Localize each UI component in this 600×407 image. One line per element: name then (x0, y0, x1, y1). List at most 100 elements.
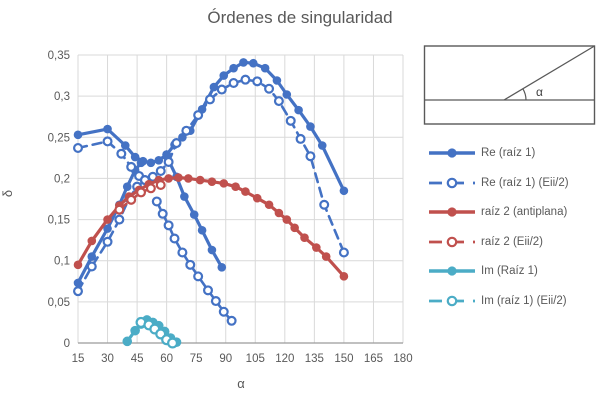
legend-item-raiz2-antiplana: raíz 2 (antiplana) (428, 201, 569, 223)
y-tick-label: 0 (64, 338, 70, 350)
legend-swatch-im-raiz1 (429, 266, 475, 276)
series-marker-re-raiz1-eii2 (86, 261, 97, 272)
series-marker-raiz2-eii2 (126, 194, 137, 205)
x-tick-label: 180 (393, 353, 412, 365)
series-marker-im-raiz1 (130, 325, 140, 336)
series-marker-re-raiz1-eii2 (163, 220, 174, 231)
series-marker-re-raiz1-eii2 (226, 315, 237, 326)
series-marker-raiz2-antiplana (87, 236, 97, 246)
legend: Re (raíz 1) Re (raíz 1) (Eii/2) raíz 2 (an… (428, 142, 569, 312)
series-marker-re-raiz1 (272, 76, 282, 85)
series-marker-raiz2-antiplana (312, 243, 321, 252)
x-tick-label: 165 (364, 353, 383, 365)
series-marker-re-raiz1-eii2 (210, 296, 221, 307)
series-marker-re-raiz1-eii2 (264, 83, 275, 94)
y-tick-label: 0,3 (54, 91, 70, 103)
series-line-raiz2-antiplana (76, 176, 346, 278)
series-marker-re-raiz1-eii2 (203, 285, 214, 296)
legend-label-im-raiz1: Im (Raíz 1) (481, 265, 538, 277)
series-marker-re-raiz1-eii2 (155, 166, 166, 177)
legend-swatch-raiz2-antiplana (429, 207, 475, 217)
series-marker-raiz2-eii2 (136, 187, 147, 198)
legend-item-re-raiz1: Re (raíz 1) (428, 142, 569, 164)
series-marker-re-raiz1-eii2 (169, 233, 180, 244)
chart-title: Órdenes de singularidad (207, 8, 393, 27)
series-marker-re-raiz1-eii2 (204, 94, 215, 105)
series-marker-re-raiz1-eii2 (102, 136, 113, 147)
series-marker-re-raiz1 (229, 63, 238, 73)
series-marker-re-raiz1-eii2 (177, 247, 188, 258)
x-tick-label: 75 (190, 353, 203, 365)
series-marker-im-raiz1-eii2 (167, 337, 179, 349)
series-marker-raiz2-eii2 (114, 204, 125, 215)
legend-swatch-im-raiz1-eii2 (429, 295, 475, 306)
angle-inset-diagram: α (423, 45, 596, 125)
series-marker-re-raiz1 (260, 63, 270, 73)
series-marker-re-raiz1 (219, 71, 229, 80)
inset-angle-arc (522, 88, 527, 101)
x-tick-label: 105 (246, 353, 265, 365)
series-marker-re-raiz1-eii2 (295, 133, 306, 144)
legend-item-im-raiz1-eii2: Im (raíz 1) (Eii/2) (428, 290, 569, 312)
legend-item-raiz2-eii2: raíz 2 (Eii/2) (428, 231, 569, 253)
series-marker-re-raiz1-eii2 (185, 259, 196, 270)
x-tick-label: 45 (131, 353, 144, 365)
y-tick-label: 0,05 (48, 297, 70, 309)
x-tick-label: 30 (101, 353, 114, 365)
series-marker-re-raiz1-eii2 (273, 96, 284, 107)
series-marker-re-raiz1-eii2 (285, 115, 296, 126)
series-marker-re-raiz1-eii2 (126, 161, 137, 172)
series-marker-raiz2-antiplana (274, 208, 284, 218)
series-marker-raiz2-antiplana (103, 215, 112, 224)
series-marker-re-raiz1 (239, 58, 248, 67)
series-marker-re-raiz1 (180, 192, 189, 201)
series-marker-raiz2-antiplana (264, 200, 274, 210)
x-tick-label: 150 (334, 353, 353, 365)
series-marker-re-raiz1-eii2 (114, 214, 125, 225)
series-marker-re-raiz1 (120, 141, 130, 150)
x-tick-label: 135 (305, 353, 324, 365)
inset-angle-label: α (536, 85, 543, 99)
legend-label-re-raiz1-eii2: Re (raíz 1) (Eii/2) (481, 176, 569, 189)
series-marker-raiz2-antiplana (207, 177, 217, 187)
series-marker-raiz2-antiplana (219, 179, 229, 188)
series-marker-raiz2-antiplana (252, 193, 262, 203)
series-marker-re-raiz1 (217, 262, 227, 272)
y-tick-label: 0,35 (48, 50, 70, 62)
series-marker-re-raiz1 (294, 105, 303, 115)
series-marker-re-raiz1-eii2 (218, 306, 229, 317)
series-marker-re-raiz1-eii2 (216, 84, 227, 95)
series-line-raiz2-eii2 (118, 183, 162, 211)
legend-swatch-raiz2-eii2 (429, 236, 475, 247)
series-marker-re-raiz1-eii2 (193, 110, 204, 121)
series-marker-re-raiz1 (154, 156, 164, 165)
series-marker-re-raiz1-eii2 (157, 208, 168, 219)
series-marker-raiz2-antiplana (321, 252, 331, 261)
series-marker-re-raiz1 (317, 141, 327, 150)
legend-item-im-raiz1: Im (Raíz 1) (428, 260, 569, 282)
series-marker-raiz2-antiplana (174, 173, 183, 182)
series-marker-re-raiz1-eii2 (116, 148, 127, 159)
inset-border (423, 45, 596, 125)
series-marker-re-raiz1 (339, 186, 349, 196)
series-marker-raiz2-antiplana (195, 175, 205, 185)
series-marker-raiz2-eii2 (145, 183, 156, 194)
series-marker-re-raiz1-eii2 (72, 142, 83, 153)
y-tick-label: 0,25 (48, 132, 70, 144)
series-marker-raiz2-antiplana (184, 174, 193, 183)
series-marker-re-raiz1-eii2 (193, 271, 204, 282)
series-marker-raiz2-antiplana (339, 272, 349, 281)
x-tick-label: 120 (275, 353, 294, 365)
series-marker-re-raiz1 (306, 122, 315, 131)
x-tick-label: 15 (72, 353, 85, 365)
series-marker-re-raiz1-eii2 (151, 196, 162, 207)
series-marker-raiz2-antiplana (164, 174, 173, 183)
series-marker-re-raiz1 (207, 245, 217, 255)
series-marker-raiz2-antiplana (73, 260, 83, 270)
series-marker-re-raiz1 (189, 210, 199, 219)
series-marker-re-raiz1 (197, 225, 207, 235)
series-marker-raiz2-antiplana (241, 187, 250, 196)
series-marker-re-raiz1-eii2 (163, 156, 174, 167)
x-tick-label: 60 (160, 353, 173, 365)
